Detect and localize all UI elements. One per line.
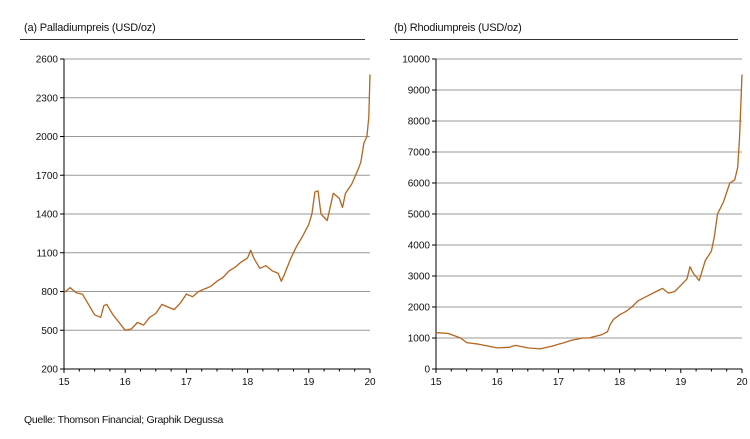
y-tick-label: 2300 xyxy=(36,93,59,104)
y-tick-label: 1100 xyxy=(36,248,58,259)
x-tick-label: 15 xyxy=(430,377,442,388)
series-line xyxy=(435,74,743,350)
y-tick-label: 2000 xyxy=(36,132,59,143)
y-tick-label: 3000 xyxy=(408,272,431,283)
y-tick-label: 5000 xyxy=(408,210,431,221)
x-tick-label: 19 xyxy=(303,377,315,388)
y-tick-label: 10000 xyxy=(402,55,430,66)
title-rule xyxy=(390,39,738,40)
y-tick-label: 200 xyxy=(41,365,58,376)
palladium-chart: 200 500 800 1100 1400 1700 2000 2300 2600 15 16 17 1… xyxy=(36,55,376,389)
y-tick-label: 800 xyxy=(41,287,58,298)
x-tick-label: 15 xyxy=(58,377,70,388)
x-tick-label: 17 xyxy=(553,377,565,388)
title-rule xyxy=(20,39,365,40)
y-tick-label: 6000 xyxy=(408,179,431,190)
y-tick-label: 7000 xyxy=(408,148,431,159)
series-line xyxy=(63,74,371,331)
x-tick-label: 19 xyxy=(675,377,687,388)
y-tick-label: 9000 xyxy=(408,86,431,97)
x-tick-label: 20 xyxy=(736,377,748,388)
y-tick-label: 0 xyxy=(424,365,430,376)
chart-title: (b) Rhodiumpreis (USD/oz) xyxy=(394,22,522,34)
x-tick-label: 17 xyxy=(181,377,193,388)
y-tick-label: 2000 xyxy=(408,303,431,314)
panel-rhodium: (b) Rhodiumpreis (USD/oz) 0 1000 2000 3000 4… xyxy=(378,0,750,400)
rhodium-chart: 0 1000 2000 3000 4000 5000 6000 7000 8000 9000 100… xyxy=(402,55,748,389)
x-tick-label: 16 xyxy=(120,377,132,388)
x-tick-label: 18 xyxy=(614,377,626,388)
y-tick-label: 8000 xyxy=(408,117,431,128)
x-tick-label: 16 xyxy=(492,377,504,388)
y-tick-label: 1700 xyxy=(36,171,59,182)
source-note: Quelle: Thomson Financial; Graphik Degus… xyxy=(24,414,224,426)
x-tick-label: 20 xyxy=(364,377,376,388)
panel-palladium: (a) Palladiumpreis (USD/oz) 200 500 800 110… xyxy=(0,0,378,400)
chart-title: (a) Palladiumpreis (USD/oz) xyxy=(24,22,156,34)
y-tick-label: 500 xyxy=(41,326,58,337)
y-tick-label: 1000 xyxy=(408,334,431,345)
x-tick-label: 18 xyxy=(242,377,254,388)
y-tick-label: 4000 xyxy=(408,241,431,252)
y-tick-label: 1400 xyxy=(36,210,59,221)
y-tick-label: 2600 xyxy=(36,55,59,66)
